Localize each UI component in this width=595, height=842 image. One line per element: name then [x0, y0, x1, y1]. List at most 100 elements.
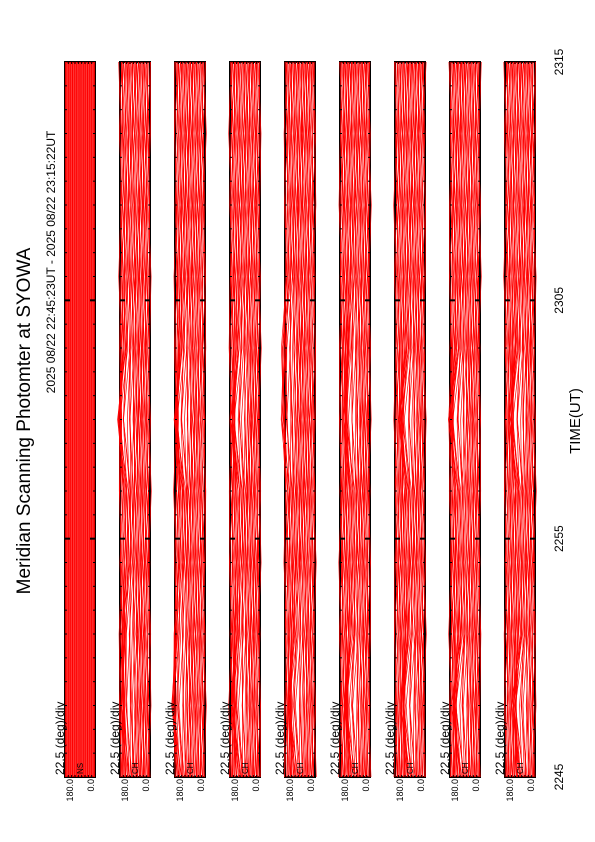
trace-line	[117, 61, 129, 778]
scale-label: 22.5 (deg)/div	[108, 702, 122, 775]
trace-line	[416, 61, 421, 777]
trace-line	[243, 61, 249, 778]
trace-line	[343, 61, 354, 778]
y-tick-max: 180.0	[285, 779, 295, 802]
trace-line	[195, 61, 200, 778]
panel-8: 180.0 0.0CH 22.5 (deg)/div	[438, 61, 482, 802]
trace-line	[344, 61, 355, 778]
panel-side-label: CH	[461, 762, 470, 774]
trace-line	[144, 61, 149, 778]
trace-line	[529, 61, 534, 778]
x-axis-label: TIME(UT)	[567, 388, 584, 454]
trace-line	[465, 61, 471, 778]
trace-line	[189, 61, 194, 778]
trace-line	[508, 61, 520, 778]
trace-line	[413, 61, 418, 778]
y-tick-max: 180.0	[395, 779, 405, 802]
trace-line	[238, 61, 246, 778]
y-tick-min: 0.0	[361, 779, 371, 792]
trace-line	[123, 61, 132, 778]
y-tick-min: 0.0	[141, 779, 151, 792]
scale-label: 22.5 (deg)/div	[328, 702, 342, 775]
panel-side-label: CH	[516, 762, 525, 774]
trace-line	[530, 61, 535, 778]
trace-line	[364, 61, 369, 778]
scale-label: 22.5 (deg)/div	[438, 702, 452, 775]
trace-line	[193, 61, 198, 778]
panel-2: 180.0 0.0CH 22.5 (deg)/div	[108, 61, 152, 802]
trace-line	[288, 61, 298, 778]
panel-6: 180.0 0.0CH 22.5 (deg)/div	[328, 61, 372, 802]
trace-line	[399, 61, 405, 778]
trace-line	[306, 62, 311, 778]
panel-5: 180.0 0.0CH 22.5 (deg)/div	[273, 61, 317, 802]
panel-9: 180.0 0.0CH 22.5 (deg)/div	[493, 61, 537, 802]
trace-line	[304, 61, 309, 778]
trace-line	[452, 61, 463, 778]
y-tick-max: 180.0	[230, 779, 240, 802]
panel-ticks	[395, 62, 425, 777]
trace-line	[415, 61, 420, 778]
trace-line	[233, 61, 244, 778]
panel-3: 180.0 0.0CH 22.5 (deg)/div	[163, 61, 207, 802]
y-tick-min: 0.0	[251, 779, 261, 792]
y-tick-min: 0.0	[526, 779, 536, 792]
y-tick-min: 0.0	[471, 779, 481, 792]
panel-side-label: CH	[406, 762, 415, 774]
trace-line	[231, 61, 241, 778]
trace-line	[399, 61, 410, 778]
trace-line	[173, 61, 185, 778]
panel-ticks	[175, 62, 205, 777]
trace-line	[140, 61, 145, 778]
trace-line	[469, 61, 474, 778]
trace-line	[408, 61, 415, 778]
scale-label: 22.5 (deg)/div	[163, 702, 177, 775]
trace-line	[507, 61, 512, 778]
panel-side-label: CH	[351, 762, 360, 774]
trace-line	[299, 61, 304, 778]
trace-line	[351, 61, 359, 778]
y-tick-min: 0.0	[416, 779, 426, 792]
trace-line	[398, 61, 411, 778]
trace-line	[455, 61, 466, 778]
trace-line	[307, 61, 312, 778]
x-tick-label-1: 2255	[552, 525, 566, 552]
trace-line	[356, 61, 361, 778]
y-tick-max: 180.0	[120, 779, 130, 802]
trace-line	[409, 61, 417, 778]
y-tick-min: 0.0	[196, 779, 206, 792]
x-tick-label-3: 2315	[552, 48, 566, 75]
panel-side-label: CH	[186, 762, 195, 774]
trace-line	[138, 61, 143, 778]
y-tick-max: 180.0	[65, 779, 75, 802]
chart-subtitle: 2025 08/22 22:45:23UT - 2025 08/22 23:15…	[44, 130, 58, 393]
trace-line	[128, 61, 135, 778]
x-tick-label-0: 2245	[552, 763, 566, 790]
y-tick-min: 0.0	[86, 779, 96, 792]
trace-line	[294, 61, 301, 778]
trace-line	[470, 61, 475, 778]
panel-ticks	[505, 62, 535, 777]
trace-line	[511, 61, 516, 778]
panel-ticks	[340, 62, 370, 777]
scale-label: 22.5 (deg)/div	[218, 702, 232, 775]
trace-line	[341, 61, 346, 778]
y-tick-min: 0.0	[306, 779, 316, 792]
trace-line	[186, 61, 190, 778]
trace-line	[186, 61, 192, 778]
trace-line	[448, 61, 460, 778]
scale-label: 22.5 (deg)/div	[493, 702, 507, 775]
trace-line	[473, 61, 478, 778]
trace-line	[140, 61, 145, 778]
panel-ticks	[450, 62, 480, 777]
trace-line	[190, 61, 195, 778]
panel-side-label: CH	[131, 762, 140, 774]
trace-line	[172, 61, 183, 778]
trace-line	[145, 61, 150, 778]
panel-side-label: CH	[241, 762, 250, 774]
trace-line	[247, 61, 252, 778]
scale-label: 22.5 (deg)/div	[273, 702, 287, 775]
trace-line	[360, 61, 365, 778]
y-tick-max: 180.0	[450, 779, 460, 802]
